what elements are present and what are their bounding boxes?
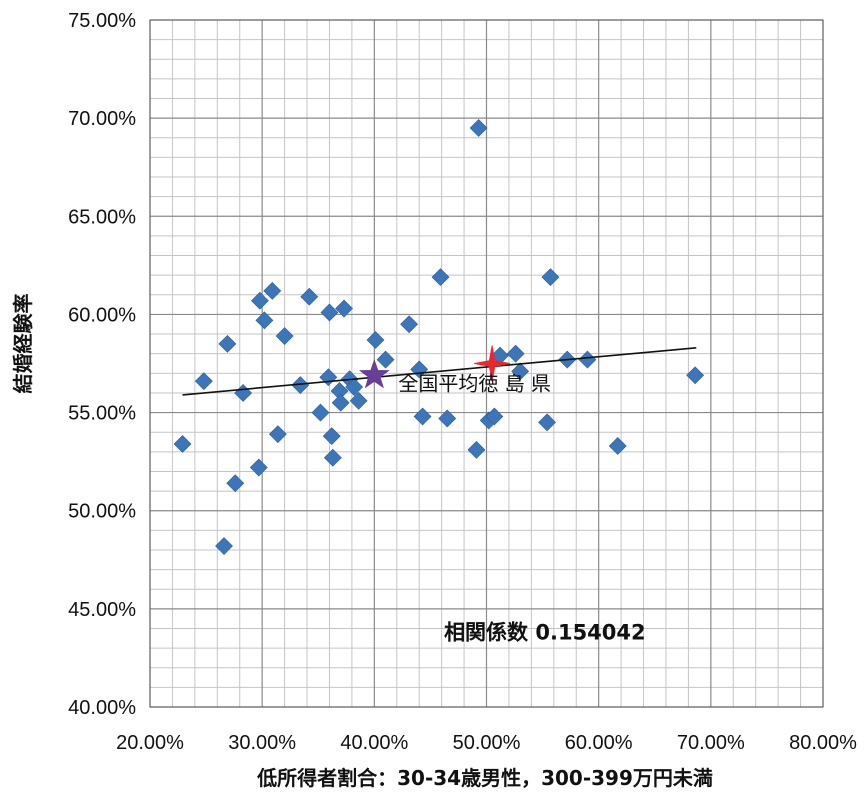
- data-point: [400, 315, 419, 334]
- y-tick-label: 75.00%: [68, 10, 136, 32]
- y-axis-tick-labels: 75.00% 70.00% 65.00% 60.00% 55.00% 50.00% 45.0…: [68, 10, 136, 719]
- data-point: [319, 368, 338, 387]
- x-tick-label: 40.00%: [340, 732, 408, 754]
- data-point: [345, 378, 364, 396]
- plot-area-frame: [149, 19, 824, 708]
- data-point: [226, 474, 245, 493]
- data-point: [541, 268, 560, 287]
- y-tick-label: 45.00%: [68, 599, 136, 621]
- y-axis-title: 結婚経験率: [11, 294, 35, 394]
- data-point: [538, 413, 556, 432]
- x-axis-title: 低所得者割合：30-34歳男性，300-399万円未満: [256, 766, 713, 790]
- data-point: [249, 458, 268, 477]
- data-point: [410, 360, 429, 379]
- data-point: [311, 403, 330, 422]
- data-point: [194, 372, 213, 391]
- data-point: [413, 407, 432, 426]
- y-tick-label: 50.00%: [68, 501, 136, 523]
- data-point: [263, 281, 282, 300]
- data-point: [173, 435, 192, 453]
- data-point: [268, 425, 287, 444]
- y-tick-label: 60.00%: [68, 304, 136, 326]
- data-point: [608, 437, 627, 455]
- x-tick-label: 50.00%: [453, 732, 521, 754]
- x-tick-label: 60.00%: [565, 732, 633, 754]
- data-point: [218, 334, 237, 353]
- x-tick-label: 20.00%: [116, 732, 184, 754]
- data-point: [335, 299, 353, 318]
- x-tick-label: 70.00%: [677, 732, 745, 754]
- data-point: [431, 268, 450, 287]
- data-point: [506, 344, 525, 363]
- data-point: [322, 427, 341, 446]
- trendline: [182, 347, 697, 396]
- x-axis-tick-labels: 20.00% 30.00% 40.00% 50.00% 60.00% 70.00% 80.0…: [116, 732, 857, 754]
- data-point: [376, 350, 395, 369]
- data-point: [215, 537, 233, 555]
- national-average-star: [358, 359, 390, 389]
- correlation-annotation: 相関係数 0.154042: [444, 620, 646, 644]
- tokushima-star: [474, 345, 511, 382]
- y-tick-label: 55.00%: [68, 403, 136, 425]
- y-tick-label: 40.00%: [68, 697, 136, 719]
- data-point: [438, 409, 457, 428]
- data-point: [320, 303, 339, 322]
- highlight-markers: [358, 345, 511, 389]
- data-point: [349, 391, 368, 410]
- x-tick-label: 30.00%: [228, 732, 296, 754]
- data-point: [469, 119, 488, 137]
- highlight-annotation: 全国平均徳 島 県: [398, 371, 551, 395]
- data-point: [467, 440, 486, 459]
- data-point: [255, 311, 274, 330]
- data-point: [485, 407, 504, 426]
- data-point: [291, 376, 310, 395]
- y-tick-label: 65.00%: [68, 206, 136, 228]
- data-point: [250, 291, 269, 310]
- x-tick-label: 80.00%: [789, 732, 857, 754]
- data-points: [173, 119, 705, 555]
- data-point: [323, 448, 342, 467]
- data-point: [234, 384, 253, 402]
- y-tick-label: 70.00%: [68, 108, 136, 130]
- data-point: [275, 327, 294, 345]
- data-point: [331, 393, 350, 412]
- data-point: [686, 366, 705, 385]
- data-point: [300, 287, 319, 306]
- data-point: [366, 331, 385, 349]
- data-point: [511, 362, 530, 381]
